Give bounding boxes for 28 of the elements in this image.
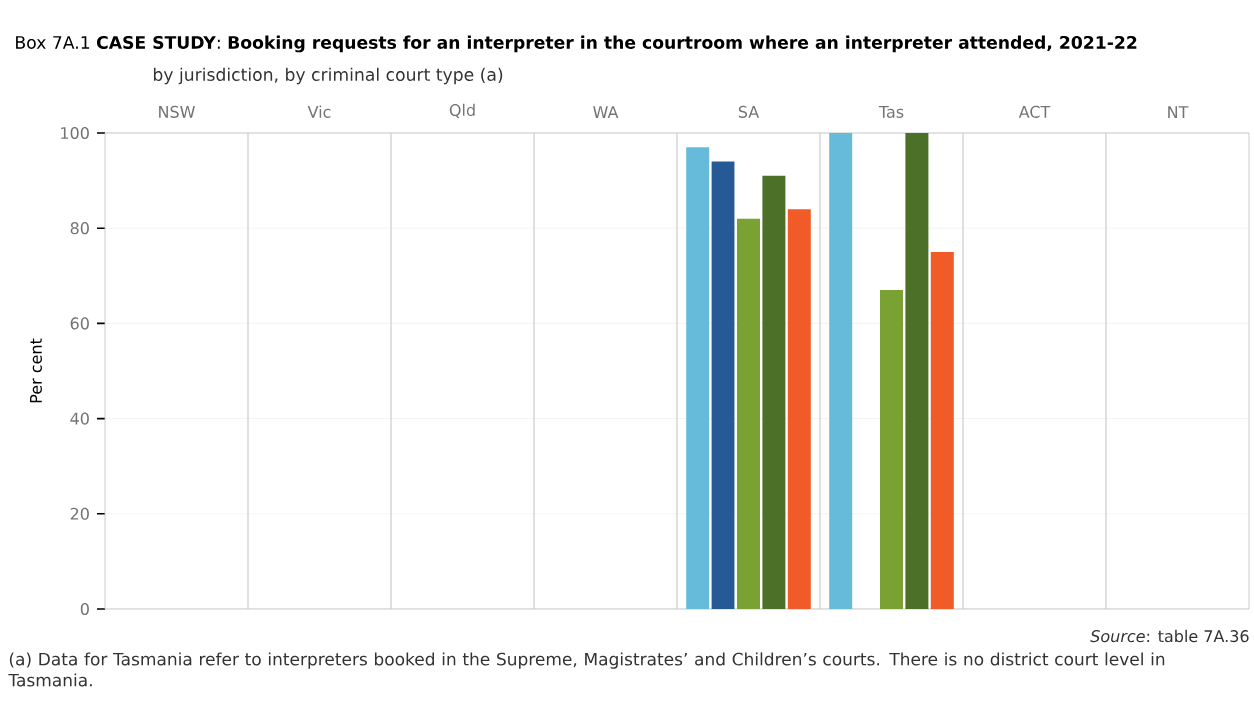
text: (a) Data for Tasmania refer to interpreters booked in the Supreme, Magistrates’ and Children’s courts. There is no district court level in Tasmania.	[8, 652, 1165, 687]
bar	[905, 132, 929, 609]
x-tick-label: NSW	[159, 105, 195, 118]
y-tick-label: 100	[61, 126, 89, 140]
chart-title: Box 7A.1 CASE STUDY: Booking requests for an interpreter in the courtroom where an interpreter attended, 2021-22	[16, 35, 1137, 53]
y-tick-label: 40	[70, 412, 89, 425]
x-tick-label: Qld	[449, 103, 475, 118]
y-tick-label: 0	[80, 602, 89, 616]
x-tick-label: ACT	[1018, 105, 1051, 118]
y-tick-label: 60	[70, 317, 89, 330]
x-tick-label: WA	[593, 106, 619, 118]
x-tick-label: Vic	[307, 105, 331, 118]
bar	[711, 161, 735, 609]
y-tick-label: 80	[70, 222, 89, 235]
y-axis-title: Per cent	[30, 338, 42, 403]
text: Source: table 7A.36	[1090, 629, 1249, 643]
x-tick-label: NT	[1168, 106, 1189, 118]
x-tick-label: Tas	[878, 106, 904, 118]
bar	[829, 132, 853, 609]
bar	[686, 147, 710, 609]
bar	[930, 251, 954, 609]
bar	[880, 290, 903, 609]
bar	[787, 209, 811, 609]
bar	[762, 175, 786, 609]
bar	[737, 218, 760, 609]
y-tick-label: 20	[70, 507, 89, 520]
x-tick-label: SA	[738, 105, 760, 118]
chart-subtitle: by jurisdiction, by criminal court type (a)	[153, 67, 503, 85]
